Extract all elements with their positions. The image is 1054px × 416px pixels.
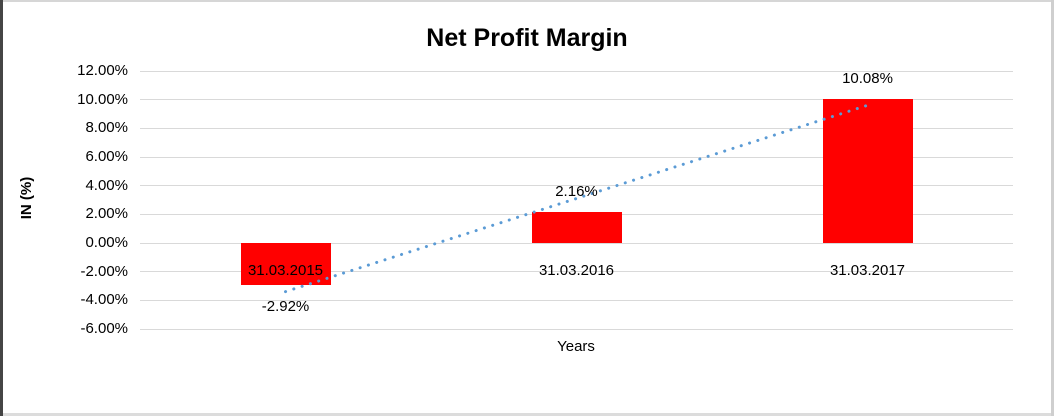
bar bbox=[531, 212, 622, 243]
y-tick-label: 0.00% bbox=[85, 234, 128, 251]
gridline bbox=[140, 242, 1013, 244]
gridline bbox=[140, 70, 1013, 72]
y-tick-label: -6.00% bbox=[80, 320, 128, 337]
gridline bbox=[140, 156, 1013, 158]
y-axis-title: IN (%) bbox=[18, 176, 35, 220]
chart-border-right bbox=[1051, 0, 1054, 416]
category-label: 31.03.2016 bbox=[538, 262, 615, 279]
category-label: 31.03.2017 bbox=[829, 262, 906, 279]
bar bbox=[240, 243, 331, 285]
y-tick-label: 10.00% bbox=[77, 90, 128, 108]
gridline bbox=[140, 299, 1013, 301]
x-axis-title: Years bbox=[557, 338, 595, 355]
gridline bbox=[140, 328, 1013, 330]
data-label: 2.16% bbox=[555, 183, 598, 201]
gridline bbox=[140, 99, 1013, 101]
chart-border-top bbox=[0, 0, 1054, 2]
y-tick-label: 8.00% bbox=[85, 119, 128, 137]
gridline bbox=[140, 127, 1013, 129]
category-label: 31.03.2015 bbox=[247, 262, 324, 279]
y-tick-label: 2.00% bbox=[85, 205, 128, 223]
trendline-path bbox=[284, 103, 869, 294]
y-tick-label: 4.00% bbox=[85, 176, 128, 194]
y-tick-label: -4.00% bbox=[80, 291, 128, 309]
chart-title: Net Profit Margin bbox=[426, 24, 628, 52]
y-tick-label: -2.00% bbox=[80, 262, 128, 280]
data-label: 10.08% bbox=[842, 69, 893, 87]
y-tick-label: 12.00% bbox=[77, 62, 128, 79]
gridline bbox=[140, 271, 1013, 273]
chart-border-left bbox=[0, 0, 3, 416]
gridline bbox=[140, 185, 1013, 187]
chart-border-bottom bbox=[0, 413, 1054, 416]
y-tick-label: 6.00% bbox=[85, 148, 128, 165]
bar bbox=[822, 98, 913, 243]
data-label: -2.92% bbox=[261, 297, 310, 315]
